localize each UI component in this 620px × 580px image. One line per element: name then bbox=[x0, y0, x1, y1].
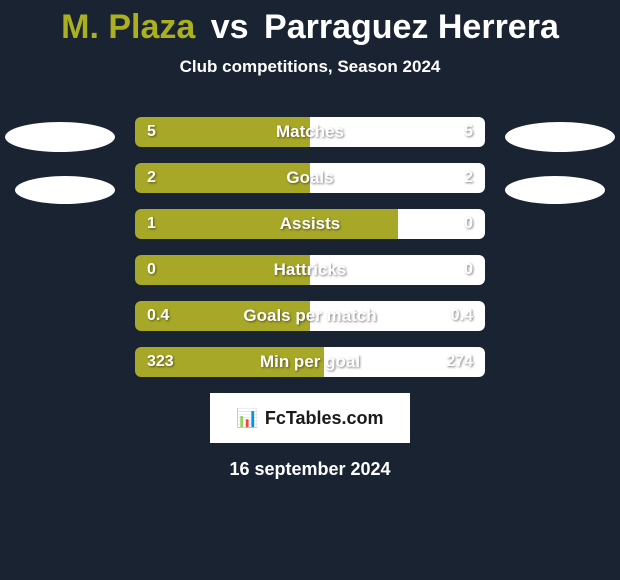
player1-avatar-shadow bbox=[15, 176, 115, 204]
stat-value-right: 0.4 bbox=[451, 307, 473, 325]
stat-row: 5 Matches 5 bbox=[135, 117, 485, 147]
stats-container: 5 Matches 5 2 Goals 2 1 Assists 0 0 Hattricks 0 0.4 G… bbox=[135, 117, 485, 377]
branding-text: FcTables.com bbox=[265, 408, 384, 429]
stat-value-right: 0 bbox=[464, 215, 473, 233]
stat-value-left: 5 bbox=[147, 123, 156, 141]
chart-icon: 📊 bbox=[236, 408, 258, 429]
stat-row: 0 Hattricks 0 bbox=[135, 255, 485, 285]
stat-label: Matches bbox=[276, 122, 344, 142]
stat-label: Goals bbox=[286, 168, 333, 188]
player2-name: Parraguez Herrera bbox=[264, 8, 559, 46]
stat-label: Goals per match bbox=[243, 306, 376, 326]
stat-value-left: 323 bbox=[147, 353, 174, 371]
subtitle: Club competitions, Season 2024 bbox=[0, 57, 620, 77]
stat-value-left: 2 bbox=[147, 169, 156, 187]
stat-row: 0.4 Goals per match 0.4 bbox=[135, 301, 485, 331]
stat-value-right: 2 bbox=[464, 169, 473, 187]
stat-bar-left bbox=[135, 209, 398, 239]
player1-avatar bbox=[5, 122, 115, 152]
page-title: M. Plaza vs Parraguez Herrera bbox=[0, 0, 620, 47]
stat-bar-right bbox=[310, 163, 485, 193]
date-label: 16 september 2024 bbox=[0, 459, 620, 480]
player1-name: M. Plaza bbox=[61, 8, 195, 46]
player2-avatar-shadow bbox=[505, 176, 605, 204]
stat-row: 2 Goals 2 bbox=[135, 163, 485, 193]
stat-label: Hattricks bbox=[274, 260, 347, 280]
player2-avatar bbox=[505, 122, 615, 152]
stat-value-right: 274 bbox=[446, 353, 473, 371]
stat-bar-left bbox=[135, 163, 310, 193]
stat-row: 323 Min per goal 274 bbox=[135, 347, 485, 377]
vs-text: vs bbox=[211, 8, 249, 46]
stat-label: Min per goal bbox=[260, 352, 360, 372]
branding-badge[interactable]: 📊 FcTables.com bbox=[210, 393, 410, 443]
stat-label: Assists bbox=[280, 214, 340, 234]
stat-value-left: 0.4 bbox=[147, 307, 169, 325]
stat-row: 1 Assists 0 bbox=[135, 209, 485, 239]
stat-value-right: 0 bbox=[464, 261, 473, 279]
stat-value-right: 5 bbox=[464, 123, 473, 141]
stat-value-left: 1 bbox=[147, 215, 156, 233]
stat-value-left: 0 bbox=[147, 261, 156, 279]
